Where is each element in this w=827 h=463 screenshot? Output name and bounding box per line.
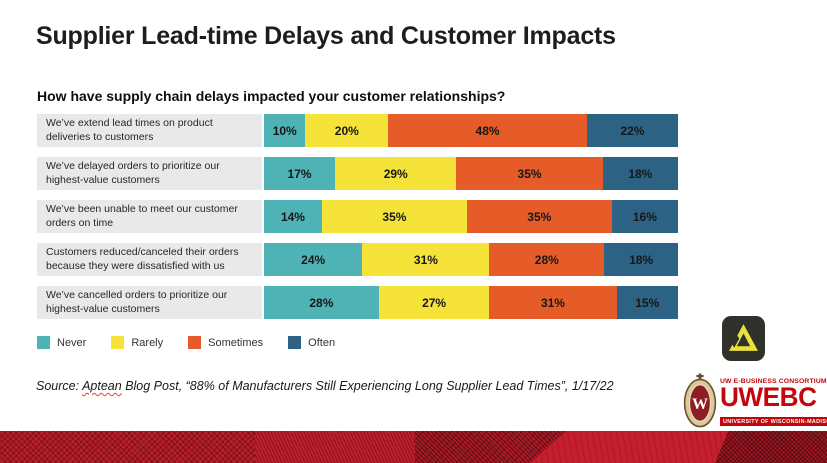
bar-segment-never: 28% <box>264 286 379 319</box>
source-citation: Source: Aptean Blog Post, “88% of Manufa… <box>36 379 614 393</box>
legend-swatch-icon <box>288 336 302 349</box>
row-bars: 10% 20% 48% 22% <box>264 114 678 147</box>
legend-item-sometimes: Sometimes <box>188 336 263 349</box>
row-label: Customers reduced/canceled their orders … <box>37 243 262 276</box>
banner-texture <box>0 431 270 463</box>
uwebc-wordmark: UW E-BUSINESS CONSORTIUM UWEBC UNIVERSIT… <box>720 378 827 428</box>
legend-swatch-icon <box>188 336 202 349</box>
bar-segment-often: 22% <box>586 114 678 147</box>
legend-swatch-icon <box>37 336 50 349</box>
row-bars: 24% 31% 28% 18% <box>264 243 678 276</box>
bar-segment-sometimes: 48% <box>388 114 587 147</box>
legend-label: Sometimes <box>208 336 264 349</box>
legend-item-rarely: Rarely <box>111 336 163 349</box>
bar-segment-often: 16% <box>611 200 678 233</box>
chart-question-title: How have supply chain delays impacted yo… <box>37 88 506 104</box>
banner-texture <box>715 431 827 463</box>
legend-label: Often <box>308 336 336 349</box>
footer-banner <box>0 431 827 463</box>
source-rest: Blog Post, “88% of Manufacturers Still E… <box>121 379 614 393</box>
svg-text:W: W <box>692 396 708 413</box>
chart-row: We’ve extend lead times on product deliv… <box>37 114 678 147</box>
row-label: We’ve been unable to meet our customer o… <box>37 200 262 233</box>
stacked-bar-chart: We’ve extend lead times on product deliv… <box>37 114 678 319</box>
aptean-a-icon <box>729 324 758 351</box>
bar-segment-rarely: 29% <box>335 157 457 190</box>
bar-segment-often: 18% <box>604 243 678 276</box>
row-bars: 14% 35% 35% 16% <box>264 200 678 233</box>
row-bars: 17% 29% 35% 18% <box>264 157 678 190</box>
bar-segment-rarely: 20% <box>305 114 389 147</box>
row-bars: 28% 27% 31% 15% <box>264 286 678 319</box>
banner-texture <box>530 431 730 463</box>
chart-row: Customers reduced/canceled their orders … <box>37 243 678 276</box>
bar-segment-never: 24% <box>264 243 363 276</box>
uwebc-consortium-line: UW E-BUSINESS CONSORTIUM <box>720 378 827 385</box>
row-label: We’ve cancelled orders to prioritize our… <box>37 286 262 319</box>
banner-texture <box>255 431 425 463</box>
source-prefix: Source: <box>36 379 83 393</box>
legend-item-never: Never <box>37 336 86 349</box>
bar-segment-never: 14% <box>264 200 322 233</box>
uwebc-acronym: UWEBC <box>720 382 817 412</box>
row-label: We’ve delayed orders to prioritize our h… <box>37 157 262 190</box>
aptean-logo <box>722 316 765 361</box>
legend-item-often: Often <box>288 336 335 349</box>
bar-segment-never: 10% <box>264 114 306 147</box>
chart-legend: Never Rarely Sometimes Often <box>37 336 335 349</box>
chart-row: We’ve been unable to meet our customer o… <box>37 200 678 233</box>
legend-label: Never <box>57 336 87 349</box>
page-title: Supplier Lead-time Delays and Customer I… <box>36 22 616 50</box>
bar-segment-often: 15% <box>616 286 678 319</box>
row-label: We’ve extend lead times on product deliv… <box>37 114 262 147</box>
bar-segment-rarely: 31% <box>362 243 490 276</box>
uwebc-university-line: UNIVERSITY OF WISCONSIN-MADISON <box>720 417 827 427</box>
bar-segment-sometimes: 28% <box>489 243 605 276</box>
legend-swatch-icon <box>111 336 125 349</box>
uwebc-logo: W UW E-BUSINESS CONSORTIUM UWEBC UNIVERS… <box>683 373 827 428</box>
bar-segment-never: 17% <box>264 157 336 190</box>
source-vendor-word: Aptean <box>82 379 122 393</box>
bar-segment-rarely: 27% <box>378 286 490 319</box>
bar-segment-rarely: 35% <box>321 200 467 233</box>
bar-segment-often: 18% <box>602 157 678 190</box>
chart-row: We’ve delayed orders to prioritize our h… <box>37 157 678 190</box>
chart-row: We’ve cancelled orders to prioritize our… <box>37 286 678 319</box>
legend-label: Rarely <box>131 336 164 349</box>
uw-crest-icon: W <box>683 373 717 428</box>
bar-segment-sometimes: 35% <box>466 200 612 233</box>
bar-segment-sometimes: 31% <box>489 286 617 319</box>
bar-segment-sometimes: 35% <box>456 157 603 190</box>
